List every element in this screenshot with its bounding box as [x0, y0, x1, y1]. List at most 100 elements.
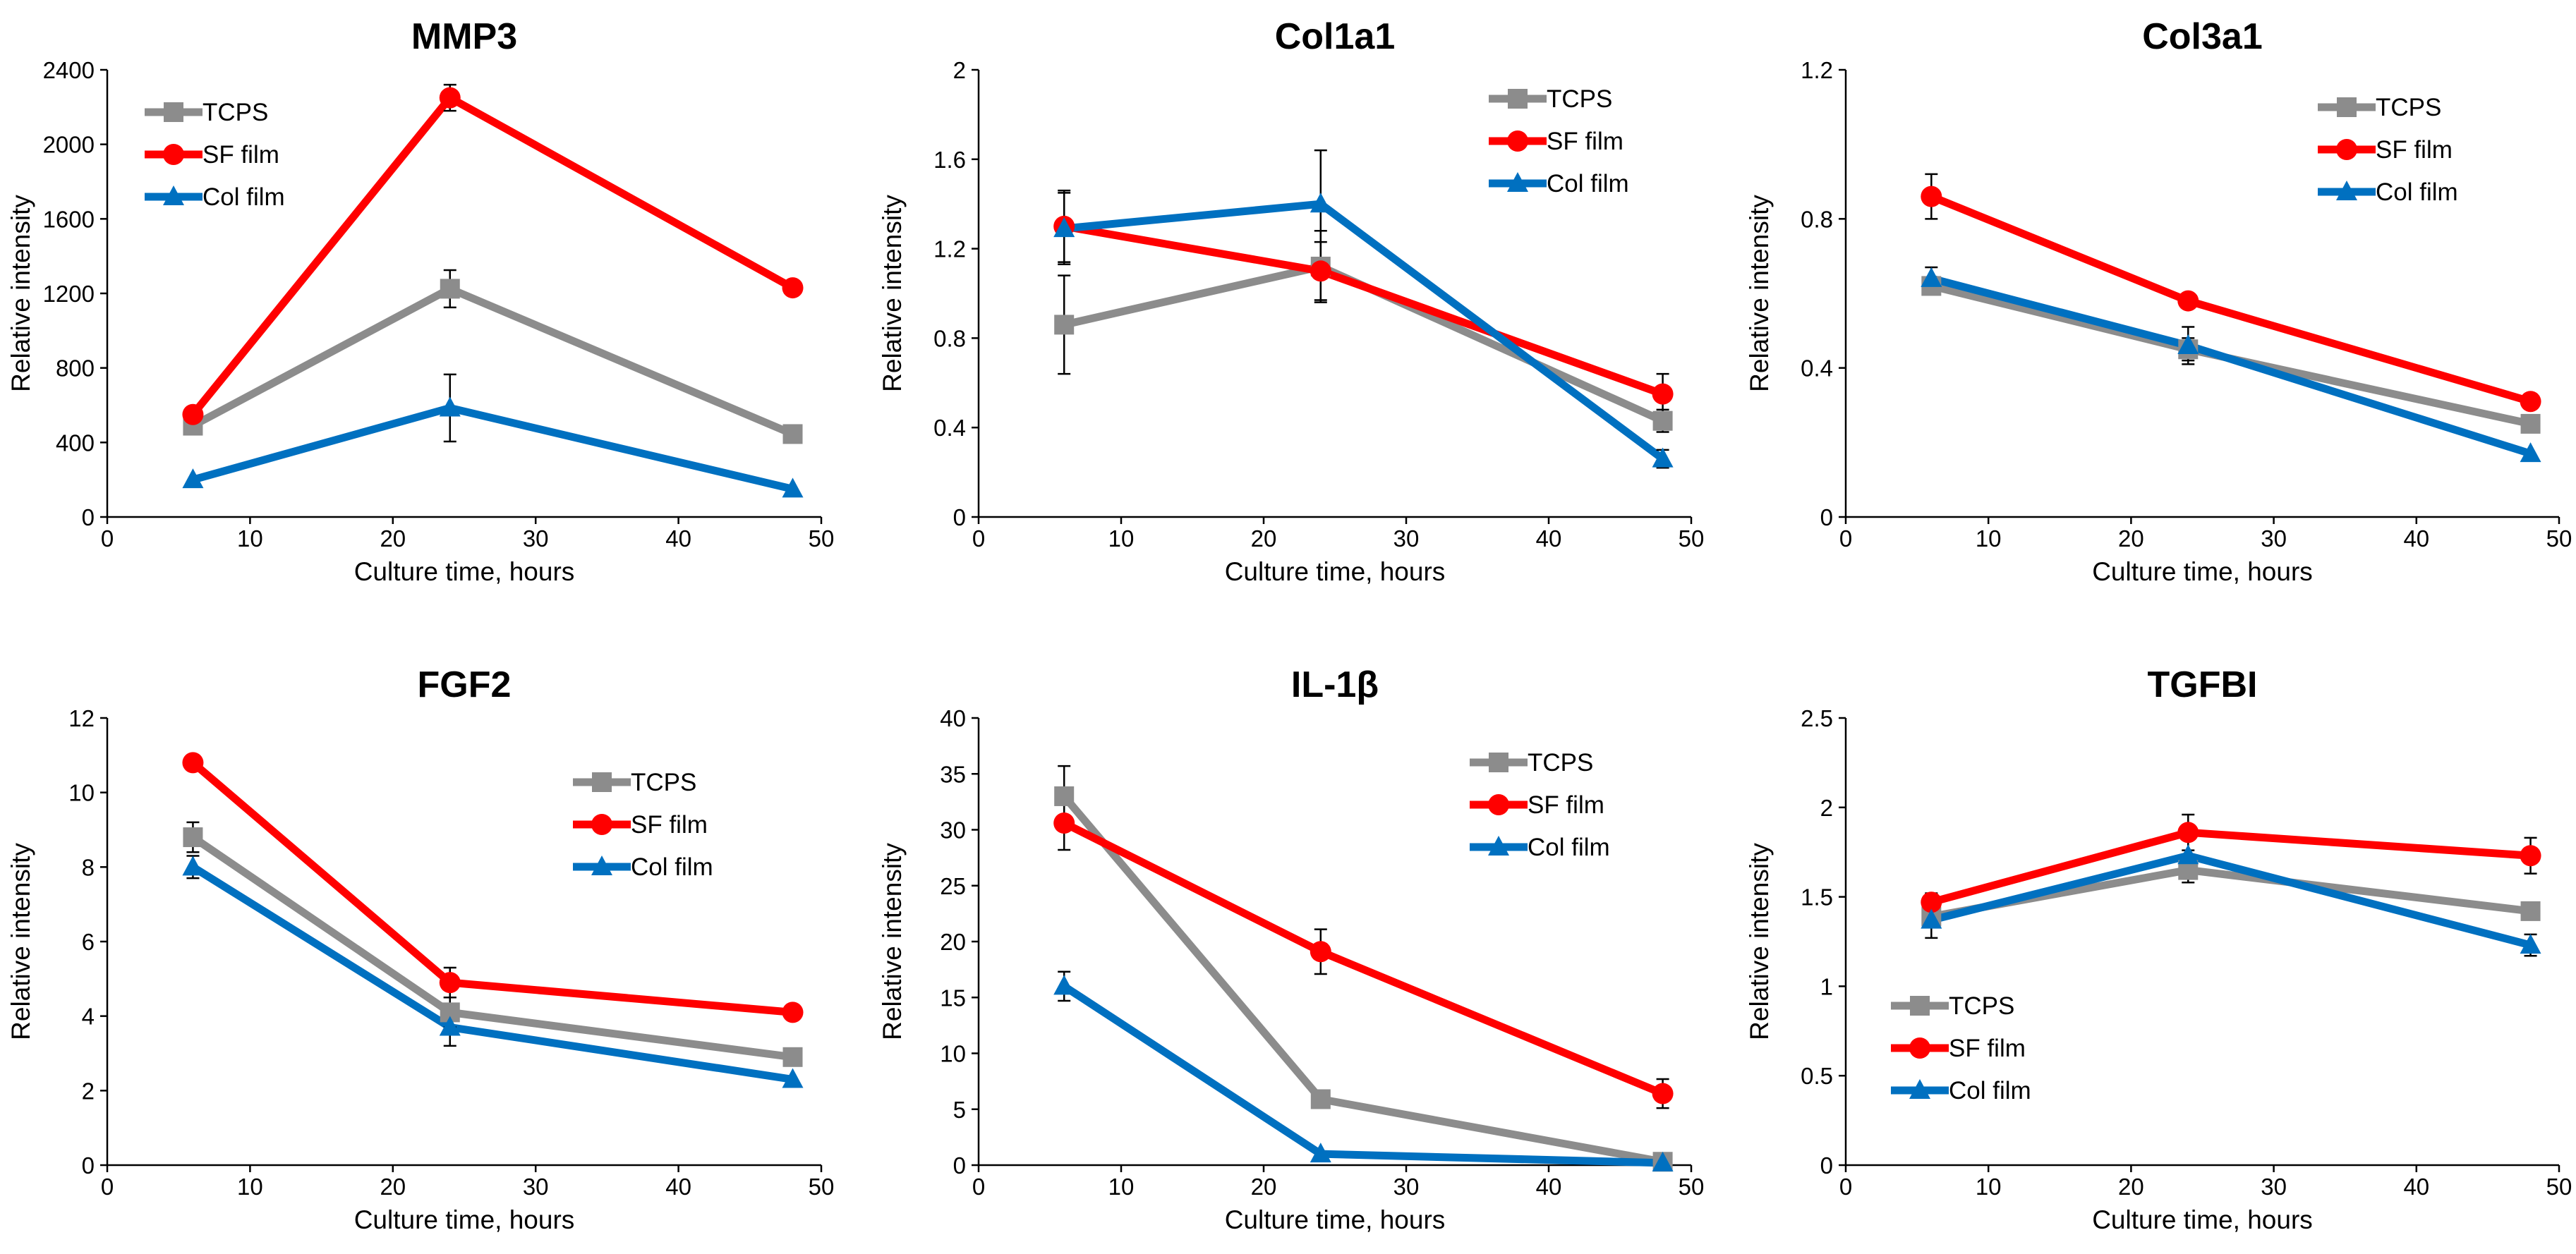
y-tick-label: 1200 [43, 281, 95, 307]
legend: TCPS SF film Col film [573, 769, 713, 881]
legend-marker-sf-film [163, 144, 184, 165]
y-tick-label: 0 [1820, 1152, 1833, 1179]
legend-label-sf-film: SF film [202, 141, 279, 169]
legend-marker-sf-film [1909, 1037, 1930, 1059]
x-axis-label: Culture time, hours [1225, 1205, 1446, 1234]
legend-label-sf-film: SF film [1528, 791, 1604, 819]
data-point-col-film [2177, 844, 2199, 865]
y-tick-label: 5 [953, 1097, 966, 1123]
chart-panel-6: TGFBI 0 0.5 1 1.5 2 2.5 0 10 20 30 40 50 Culture time… [1745, 664, 2572, 1234]
legend-marker-tcps [2337, 97, 2357, 117]
series-line-sf-film [190, 94, 795, 418]
data-point-sf-film [439, 87, 461, 109]
data-point-sf-film [1652, 1083, 1674, 1104]
legend-marker-tcps [164, 102, 183, 122]
x-tick-label: 0 [101, 1174, 114, 1200]
data-point-tcps [440, 279, 460, 299]
y-tick-label: 4 [82, 1004, 95, 1030]
data-point-col-film [782, 477, 804, 498]
x-tick-label: 0 [972, 1174, 985, 1200]
x-tick-label: 20 [380, 525, 406, 552]
data-point-tcps [782, 1047, 803, 1067]
y-axis-label: Relative intensity [1745, 843, 1774, 1040]
series-line-tcps [1930, 282, 2532, 428]
y-tick-label: 1600 [43, 206, 95, 232]
x-tick-label: 40 [1536, 525, 1562, 552]
y-tick-label: 20 [940, 929, 966, 955]
x-tick-label: 30 [1393, 525, 1420, 552]
x-tick-label: 40 [665, 525, 691, 552]
data-point-sf-film [439, 972, 461, 994]
y-tick-label: 0.8 [1801, 206, 1833, 232]
data-point-tcps [1054, 315, 1075, 335]
y-tick-label: 0.8 [933, 325, 966, 351]
data-point-tcps [1310, 1089, 1331, 1109]
x-tick-label: 0 [1839, 1174, 1852, 1200]
x-tick-label: 10 [1108, 1174, 1135, 1200]
chart-title: Col1a1 [1275, 16, 1396, 57]
data-point-col-film [2177, 334, 2199, 354]
series-line-tcps [191, 284, 794, 438]
data-point-sf-film [2520, 845, 2541, 867]
chart-title: TGFBI [2148, 664, 2258, 705]
data-point-col-film [182, 856, 204, 876]
data-point-col-film [182, 468, 204, 489]
data-point-tcps [1652, 410, 1673, 431]
legend-label-sf-film: SF film [631, 811, 708, 839]
series-line-col-film [1930, 274, 2532, 458]
y-tick-label: 400 [56, 430, 95, 456]
x-tick-label: 40 [665, 1174, 691, 1200]
y-tick-label: 25 [940, 873, 966, 899]
y-tick-label: 10 [940, 1041, 966, 1067]
y-tick-label: 30 [940, 817, 966, 844]
legend-marker-sf-film [1507, 130, 1528, 152]
series-line-sf-film [1062, 820, 1664, 1097]
chart-title: Col3a1 [2142, 16, 2263, 57]
legend-label-col-film: Col film [1528, 834, 1610, 861]
legend-marker-tcps [1508, 89, 1528, 109]
x-tick-label: 20 [2118, 525, 2144, 552]
data-point-col-film [1053, 217, 1075, 238]
data-point-col-film [1310, 193, 1331, 213]
data-point-col-film [1921, 267, 1942, 287]
chart-panel-5: IL-1β 0 5 10 15 20 25 30 35 40 0 10 20 30 40 50 Culture … [878, 664, 1704, 1234]
x-tick-label: 20 [380, 1174, 406, 1200]
y-tick-label: 0 [953, 504, 966, 530]
legend-label-tcps: TCPS [1949, 992, 2014, 1020]
legend-label-sf-film: SF film [1547, 128, 1623, 155]
x-tick-label: 30 [1393, 1174, 1420, 1200]
data-point-sf-film [1921, 185, 1942, 207]
data-point-sf-film [782, 277, 804, 299]
y-tick-label: 2 [1820, 795, 1833, 821]
x-axis-label: Culture time, hours [2092, 557, 2313, 586]
legend-label-tcps: TCPS [1547, 85, 1612, 113]
x-tick-label: 50 [1679, 1174, 1705, 1200]
y-tick-label: 10 [68, 780, 95, 806]
legend-marker-tcps [1489, 753, 1508, 772]
x-tick-label: 10 [1108, 525, 1135, 552]
legend: TCPS SF film Col film [1470, 749, 1610, 861]
data-point-col-film [1921, 908, 1942, 929]
x-tick-label: 50 [2546, 525, 2572, 552]
data-point-sf-film [2177, 290, 2199, 312]
x-tick-label: 50 [809, 1174, 835, 1200]
data-point-col-film [1310, 1143, 1331, 1163]
data-point-tcps [782, 424, 803, 444]
x-tick-label: 40 [2403, 1174, 2429, 1200]
x-axis-label: Culture time, hours [2092, 1205, 2313, 1234]
x-axis-label: Culture time, hours [354, 557, 575, 586]
data-point-sf-film [1310, 941, 1331, 963]
x-tick-label: 10 [237, 1174, 263, 1200]
legend-label-col-film: Col film [202, 183, 285, 211]
legend-marker-col-film [1507, 172, 1528, 192]
y-tick-label: 0.5 [1801, 1063, 1833, 1089]
data-point-tcps [1054, 786, 1075, 806]
y-axis-label: Relative intensity [878, 843, 907, 1040]
data-point-tcps [183, 827, 203, 848]
legend-label-sf-film: SF film [2376, 136, 2453, 164]
x-tick-label: 20 [1251, 1174, 1277, 1200]
legend-marker-col-film [2336, 181, 2357, 200]
x-tick-label: 10 [237, 525, 263, 552]
data-point-sf-film [1310, 260, 1331, 282]
legend-marker-col-film [1909, 1079, 1930, 1099]
